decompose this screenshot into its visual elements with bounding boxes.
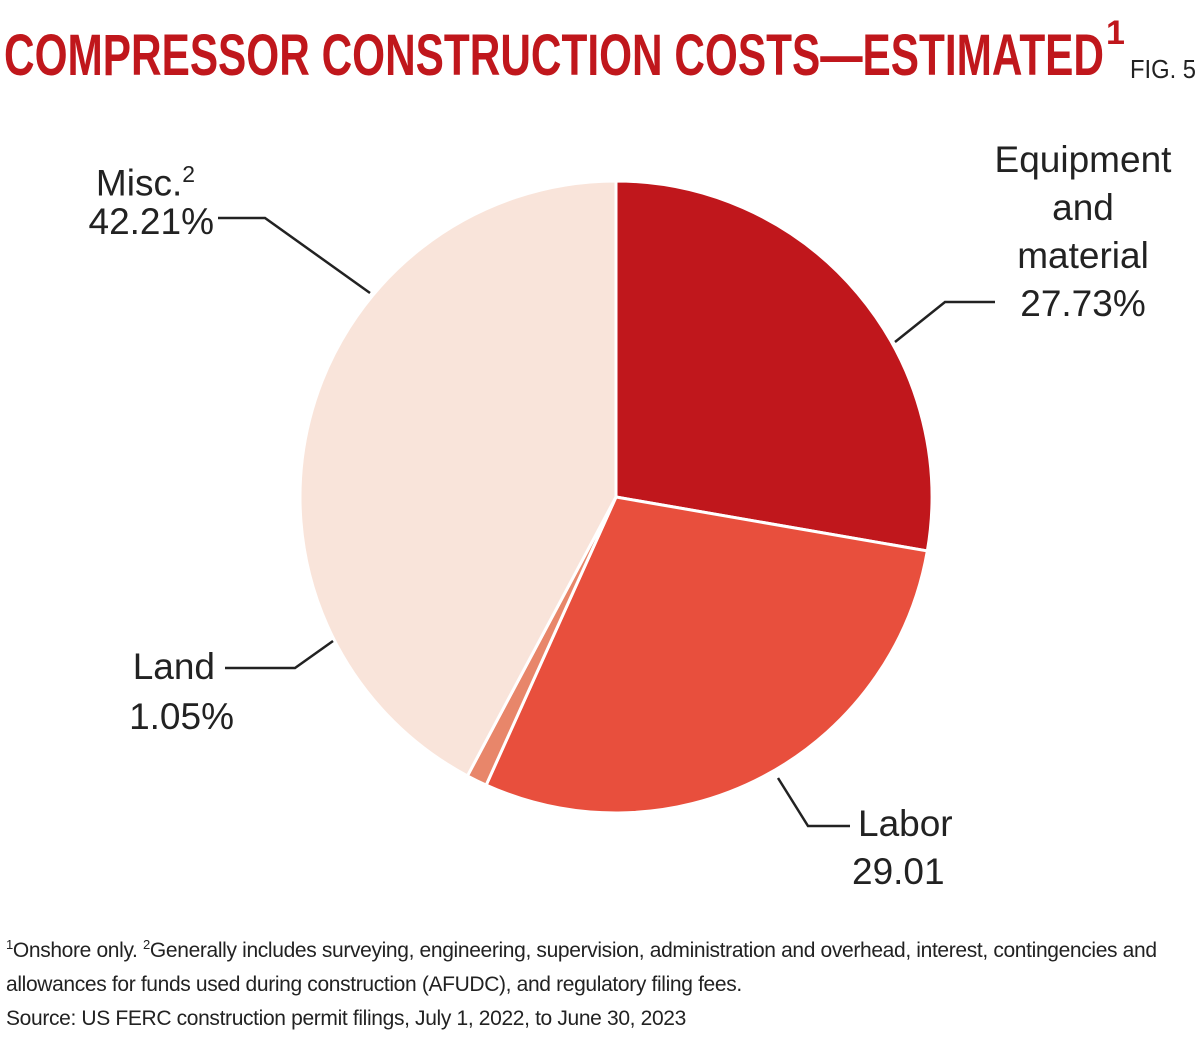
leader-lines	[218, 216, 995, 828]
pie-slice	[484, 495, 930, 815]
value-label: 27.73%	[1020, 283, 1146, 324]
pie-slice	[614, 179, 934, 553]
footnote-marker: 2	[143, 937, 150, 952]
source: Source: US FERC construction permit fili…	[6, 1007, 686, 1030]
leader-line	[894, 300, 995, 343]
value-label: 42.21%	[88, 201, 215, 242]
slice-label: Misc.	[95, 162, 183, 204]
figure-number: FIG. 5	[1130, 54, 1196, 84]
footnote: Generally includes surveying, engineerin…	[6, 939, 1157, 996]
value-label: 29.01	[852, 851, 945, 892]
chart-title: COMPRESSOR CONSTRUCTION COSTS—ESTIMATED	[4, 23, 1104, 88]
slice-label: Land	[132, 646, 215, 687]
title-note: 1	[1106, 14, 1125, 52]
pie-slice	[298, 179, 618, 778]
slice-label-group: Misc.2	[96, 150, 195, 207]
slice-label: Equipment and material	[994, 139, 1172, 276]
footnote-marker: 1	[6, 937, 13, 952]
value-label: 1.05%	[129, 696, 234, 737]
leader-line	[218, 216, 371, 295]
footnote: Onshore only.	[12, 939, 138, 962]
leader-line	[776, 777, 850, 828]
slice-label: Labor	[858, 803, 953, 844]
pie	[298, 179, 934, 815]
label-note: 2	[182, 161, 195, 187]
footnotes: 1Onshore only. 2Generally includes surve…	[6, 928, 1196, 1036]
leader-line	[225, 639, 334, 670]
